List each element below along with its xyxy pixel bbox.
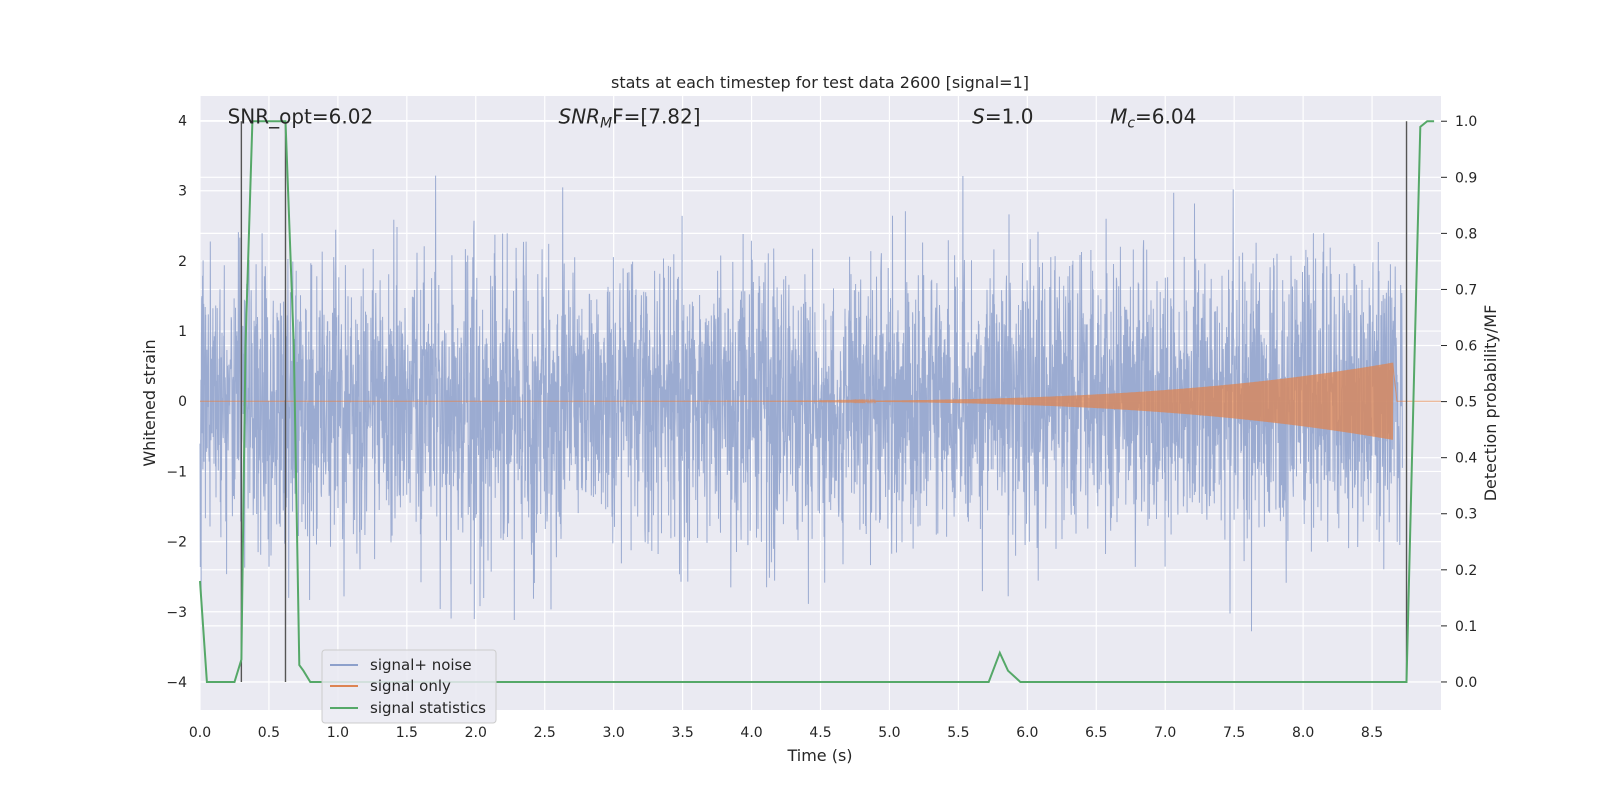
x-tick-label: 7.5 — [1223, 725, 1245, 741]
legend-label-signal-noise: signal+ noise — [370, 656, 472, 674]
y2-tick-label: 0.8 — [1455, 226, 1477, 242]
signal-only-line — [200, 362, 1441, 440]
x-tick-label: 0.0 — [189, 725, 211, 741]
x-tick-label: 2.0 — [465, 725, 487, 741]
chart-title: stats at each timestep for test data 260… — [611, 73, 1029, 92]
x-tick-label: 6.0 — [1016, 725, 1038, 741]
x-tick-label: 5.0 — [878, 725, 900, 741]
signal-only-series — [200, 362, 1441, 440]
y-tick-label: 4 — [178, 114, 187, 130]
y2-tick-label: 0.0 — [1455, 675, 1477, 691]
y2-tick-label: 0.9 — [1455, 170, 1477, 186]
y-tick-label: 0 — [178, 394, 187, 410]
y-axis-label: Whitened strain — [140, 339, 159, 466]
annotations: SNR_opt=6.02 SNRMF=[7.82] S=1.0 Mc=6.04 — [228, 105, 1197, 132]
x-tick-label: 2.5 — [534, 725, 556, 741]
x-tick-label: 5.5 — [947, 725, 969, 741]
annotation-s: S=1.0 — [972, 105, 1033, 129]
legend-label-signal-only: signal only — [370, 677, 451, 695]
x-axis-label: Time (s) — [786, 746, 852, 765]
y2-tick-label: 0.1 — [1455, 619, 1477, 635]
signal-noise-series — [199, 175, 1403, 632]
y2-axis-ticks: 1.0 0.9 0.8 0.7 0.6 0.5 0.4 0.3 0.2 0.1 0.0 — [1441, 114, 1477, 691]
annotation-snr-mf: SNRMF=[7.82] — [559, 105, 701, 132]
x-tick-label: 1.0 — [327, 725, 349, 741]
y2-tick-label: 0.6 — [1455, 339, 1477, 355]
annotation-mc: Mc=6.04 — [1110, 105, 1196, 132]
x-tick-label: 4.5 — [809, 725, 831, 741]
y2-tick-label: 0.2 — [1455, 563, 1477, 579]
y-tick-label: −1 — [166, 464, 187, 480]
signal-noise-line — [199, 175, 1403, 632]
y2-tick-label: 0.3 — [1455, 507, 1477, 523]
annotation-snr-opt: SNR_opt=6.02 — [228, 105, 374, 129]
x-tick-label: 1.5 — [396, 725, 418, 741]
y2-tick-label: 0.4 — [1455, 451, 1477, 467]
y-tick-label: 3 — [178, 184, 187, 200]
y-tick-label: 2 — [178, 254, 187, 270]
x-tick-label: 7.0 — [1154, 725, 1176, 741]
y-tick-label: 1 — [178, 324, 187, 340]
y-tick-label: −3 — [166, 605, 187, 621]
y2-tick-label: 0.7 — [1455, 282, 1477, 298]
x-tick-label: 3.0 — [603, 725, 625, 741]
x-tick-label: 8.5 — [1361, 725, 1383, 741]
y-tick-label: −4 — [166, 675, 187, 691]
x-tick-label: 4.0 — [740, 725, 762, 741]
y-axis-ticks: 4 3 2 1 0 −1 −2 −3 −4 — [166, 114, 187, 691]
x-tick-label: 6.5 — [1085, 725, 1107, 741]
x-tick-label: 8.0 — [1292, 725, 1314, 741]
x-axis-ticks: 0.0 0.5 1.0 1.5 2.0 2.5 3.0 3.5 4.0 4.5 5.0 5.5 6.0 6… — [189, 725, 1383, 741]
legend: signal+ noise signal only signal statist… — [321, 649, 497, 724]
legend-label-signal-statistics: signal statistics — [370, 699, 486, 717]
y2-tick-label: 0.5 — [1455, 395, 1477, 411]
y2-tick-label: 1.0 — [1455, 114, 1477, 130]
legend-box — [321, 649, 497, 724]
x-tick-label: 0.5 — [258, 725, 280, 741]
y-tick-label: −2 — [166, 535, 187, 551]
y2-axis-label: Detection probability/MF — [1481, 305, 1500, 502]
x-tick-label: 3.5 — [671, 725, 693, 741]
